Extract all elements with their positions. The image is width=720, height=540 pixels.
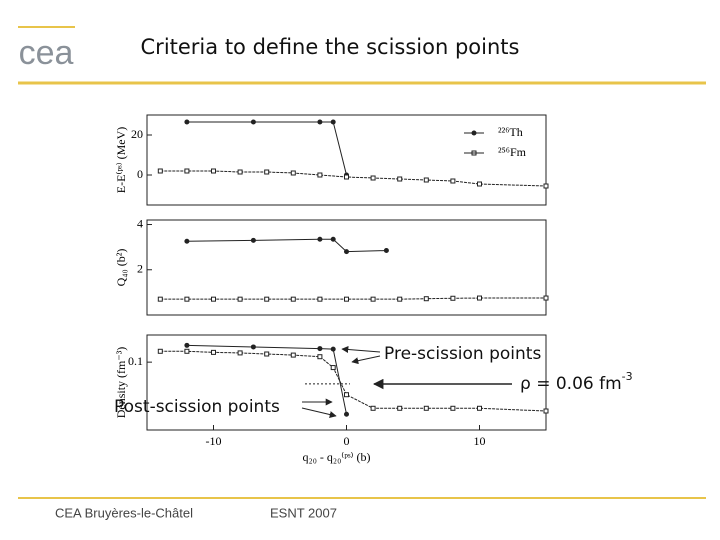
point	[330, 119, 336, 125]
point	[317, 354, 323, 360]
point	[157, 348, 163, 354]
point	[264, 296, 270, 302]
x-tick-label: 10	[474, 434, 486, 448]
series-line	[186, 238, 387, 253]
y-axis-label: Density (fm⁻³)	[114, 347, 128, 419]
point	[237, 296, 243, 302]
point	[250, 237, 256, 243]
point	[344, 411, 349, 417]
x-axis-label: q₂₀ - q₂₀⁽ᵖˢ⁾ (b)	[303, 450, 371, 464]
point	[157, 296, 163, 302]
annotation-rho: ρ = 0.06 fm-3	[520, 370, 633, 394]
arrow	[351, 355, 381, 365]
arrow	[301, 407, 337, 418]
point	[184, 342, 190, 348]
legend-label: ²⁵⁶Fm	[498, 145, 527, 159]
plot-frame	[146, 219, 547, 316]
point	[211, 349, 216, 355]
point	[237, 350, 243, 356]
point	[344, 249, 349, 255]
point	[184, 348, 190, 354]
point	[290, 352, 296, 358]
point	[344, 392, 349, 398]
point	[423, 296, 429, 302]
point	[477, 181, 482, 187]
plot-frame	[146, 114, 547, 206]
y-axis-label: Q₄₀ (b²)	[114, 249, 128, 287]
point	[330, 365, 336, 371]
point	[383, 248, 389, 254]
slide-title: Criteria to define the scission points	[141, 35, 520, 59]
point	[264, 169, 270, 175]
series-line	[160, 297, 546, 300]
point	[264, 351, 270, 357]
point	[184, 296, 190, 302]
logo: cea	[19, 34, 74, 72]
point	[211, 296, 216, 302]
rho-sup: -3	[622, 370, 633, 383]
point	[290, 170, 296, 176]
point	[370, 175, 376, 181]
point	[317, 172, 323, 178]
point	[543, 408, 549, 414]
point	[317, 296, 323, 302]
x-tick-label: 0	[344, 434, 350, 448]
point	[317, 119, 323, 125]
point	[157, 168, 163, 174]
y-tick-label: 2	[137, 262, 143, 276]
annotation-pre: Pre-scission points	[384, 344, 541, 364]
point	[344, 174, 349, 180]
point	[370, 405, 376, 411]
series-line	[160, 170, 547, 187]
rho-text: ρ = 0.06 fm	[520, 374, 622, 394]
y-tick-label: 0	[137, 167, 143, 181]
charts: 0 20E-E⁽ᵖˢ⁾ (MeV) ²²⁶Th ²⁵⁶Fm 2 4 Q₄₀ (b²) 0.1 -…	[114, 114, 549, 464]
point	[450, 405, 456, 411]
point	[290, 296, 296, 302]
point	[317, 346, 323, 352]
point	[423, 405, 429, 411]
point	[184, 119, 190, 125]
x-tick-label: -10	[206, 434, 222, 448]
point	[370, 296, 376, 302]
footer-center: ESNT 2007	[270, 505, 337, 520]
point	[317, 236, 323, 242]
arrow	[341, 346, 381, 353]
point	[477, 405, 482, 411]
point	[184, 168, 190, 174]
point	[184, 238, 190, 244]
annotation-post: Post-scission points	[114, 397, 280, 417]
point	[237, 169, 243, 175]
point	[477, 295, 482, 301]
series-line	[186, 121, 347, 176]
y-tick-label: 4	[137, 216, 143, 230]
footer-left: CEA Bruyères-le-Châtel	[55, 505, 193, 520]
point	[397, 176, 403, 182]
point	[450, 295, 456, 301]
y-axis-label: E-E⁽ᵖˢ⁾ (MeV)	[114, 127, 128, 194]
point	[543, 295, 549, 301]
point	[250, 344, 256, 350]
point	[330, 346, 336, 352]
legend-label: ²²⁶Th	[498, 125, 523, 139]
point	[344, 296, 349, 302]
point	[250, 119, 256, 125]
point	[397, 296, 403, 302]
point	[423, 177, 429, 183]
y-tick-label: 20	[131, 127, 143, 141]
point	[450, 178, 456, 184]
point	[397, 405, 403, 411]
point	[330, 236, 336, 242]
y-tick-label: 0.1	[128, 354, 143, 368]
point	[211, 168, 216, 174]
point	[543, 183, 549, 189]
